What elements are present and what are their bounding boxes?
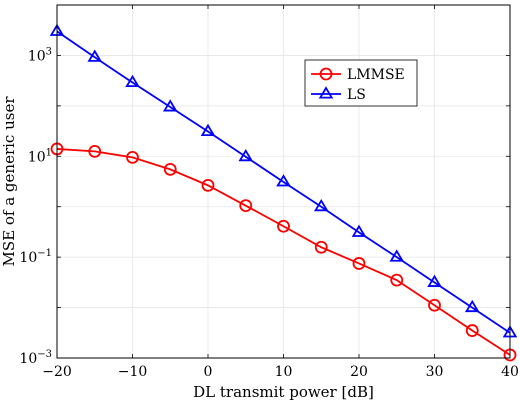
lmmse-line xyxy=(56,148,511,356)
y-tick-label: 103 xyxy=(28,46,52,64)
ls-point xyxy=(162,99,178,112)
legend: LMMSE LS xyxy=(304,59,418,107)
ls-point xyxy=(313,198,329,212)
legend-ls-point xyxy=(318,86,334,99)
lmmse-point xyxy=(239,199,253,213)
lmmse-point xyxy=(201,178,215,192)
ls-line xyxy=(56,30,511,334)
lmmse-point xyxy=(277,219,290,233)
lmmse-point xyxy=(314,240,328,254)
grid xyxy=(56,4,511,359)
lmmse-point xyxy=(126,151,139,164)
lmmse-point xyxy=(352,257,366,270)
x-tick-label: −10 xyxy=(118,364,148,380)
ticks: −20 −10 0 10 20 30 40 10−3 10−1 101 103 xyxy=(19,4,519,380)
ls-point xyxy=(200,123,216,137)
lmmse-point xyxy=(88,144,102,158)
series-lmmse xyxy=(50,142,517,362)
ls-point xyxy=(125,74,140,88)
y-axis-title: MSE of a generic user xyxy=(0,96,18,267)
legend-label-lmmse: LMMSE xyxy=(347,67,405,83)
ls-point xyxy=(276,174,291,187)
x-axis-title: DL transmit power [dB] xyxy=(193,383,374,401)
x-tick-label: −20 xyxy=(42,364,72,380)
y-tick-label: 10−3 xyxy=(19,349,52,367)
ls-point xyxy=(464,299,480,313)
x-tick-label: 10 xyxy=(275,364,293,380)
x-tick-label: 0 xyxy=(204,364,213,380)
ls-point xyxy=(351,224,367,237)
x-tick-label: 20 xyxy=(350,364,368,380)
x-tick-label: 40 xyxy=(501,364,519,380)
lmmse-point xyxy=(428,298,441,312)
legend-lmmse-point xyxy=(319,67,333,81)
legend-label-ls: LS xyxy=(347,87,366,103)
lmmse-point xyxy=(163,162,177,176)
lmmse-point xyxy=(390,273,404,287)
x-tick-label: 30 xyxy=(426,364,444,380)
ls-point xyxy=(427,274,442,287)
ls-point xyxy=(238,148,254,162)
y-tick-label: 10−1 xyxy=(19,248,52,266)
ls-point xyxy=(389,249,405,262)
lmmse-point xyxy=(465,324,479,337)
ls-point xyxy=(87,49,103,62)
y-tick-label: 101 xyxy=(28,147,52,165)
